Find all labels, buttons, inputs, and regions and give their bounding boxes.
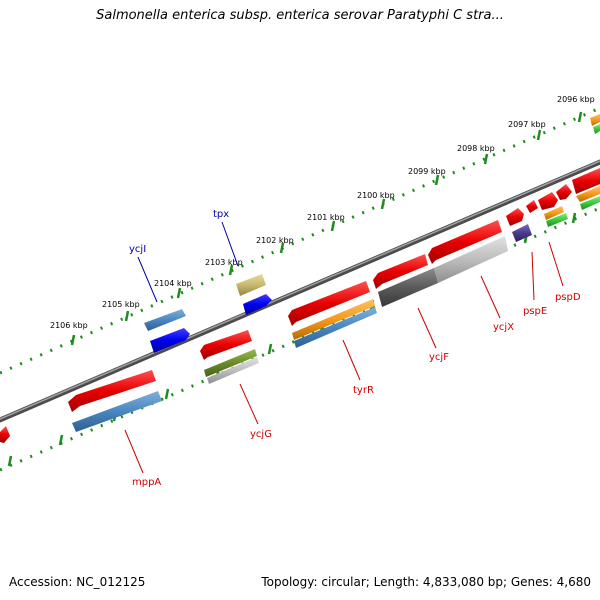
feature-green-top[interactable] xyxy=(593,124,600,134)
gene-labels: ycjI tpx mppA ycjG tyrR ycjF ycjX pspE p… xyxy=(129,209,581,488)
feature-cds-3[interactable] xyxy=(538,192,558,210)
feature-cds-1[interactable] xyxy=(506,208,524,226)
leader-ycjF xyxy=(417,307,437,349)
gene-label-tyrR: tyrR xyxy=(353,385,374,396)
label-leaders xyxy=(124,221,564,474)
kbp-label-2099: 2099 kbp xyxy=(408,167,446,176)
gene-label-ycjX: ycjX xyxy=(493,322,514,333)
leader-pspD xyxy=(548,241,564,287)
kbp-label-2098: 2098 kbp xyxy=(457,144,495,153)
kbp-label-2103: 2103 kbp xyxy=(205,258,243,267)
feature-pspD-orange[interactable] xyxy=(544,206,564,220)
gene-label-ycjI: ycjI xyxy=(129,244,146,255)
feature-ycjI-blue[interactable] xyxy=(150,328,190,353)
gene-label-ycjG: ycjG xyxy=(250,429,272,440)
feature-ycjF-dark[interactable] xyxy=(378,268,438,307)
feature-pspE[interactable] xyxy=(512,224,532,242)
leader-ycjG xyxy=(239,383,259,425)
feature-tyrR[interactable] xyxy=(288,281,370,326)
footer-summary: Topology: circular; Length: 4,833,080 bp… xyxy=(261,575,591,589)
feature-ycjF[interactable] xyxy=(373,254,428,289)
feature-cds-4[interactable] xyxy=(556,184,572,200)
feature-mppA[interactable] xyxy=(68,370,156,412)
leader-ycjX xyxy=(480,275,501,319)
inner-features[interactable] xyxy=(0,184,572,443)
kbp-label-2105: 2105 kbp xyxy=(102,300,140,309)
kbp-labels: 2096 kbp 2097 kbp 2098 kbp 2099 kbp 2100… xyxy=(50,95,595,330)
feature-tpx[interactable] xyxy=(236,274,266,296)
kbp-label-2104: 2104 kbp xyxy=(154,279,192,288)
feature-ycjI[interactable] xyxy=(144,309,186,331)
kbp-label-2101: 2101 kbp xyxy=(307,213,345,222)
leader-mppA xyxy=(124,429,144,474)
genome-backbone-highlight xyxy=(0,160,600,420)
feature-ycjX[interactable] xyxy=(428,220,502,264)
leader-tyrR xyxy=(342,339,361,381)
feature-ycjG-gray[interactable] xyxy=(207,357,259,384)
leader-ycjI xyxy=(137,256,158,303)
leader-pspE xyxy=(531,251,535,301)
feature-tpx-blue[interactable] xyxy=(243,294,272,315)
outer-features[interactable] xyxy=(144,114,600,353)
feature-orange-top[interactable] xyxy=(590,114,600,126)
kbp-label-2106: 2106 kbp xyxy=(50,321,88,330)
feature-cds-2[interactable] xyxy=(526,200,538,213)
leader-tpx xyxy=(221,221,239,267)
feature-green-edge[interactable] xyxy=(580,196,600,210)
feature-tyrR-blue[interactable] xyxy=(294,307,377,348)
gene-label-pspE: pspE xyxy=(523,306,547,317)
kbp-label-2097: 2097 kbp xyxy=(508,120,546,129)
feature-cds-edge[interactable] xyxy=(572,168,600,194)
feature-orange-edge[interactable] xyxy=(576,186,600,202)
footer-accession: Accession: NC_012125 xyxy=(9,575,146,589)
gene-label-mppA: mppA xyxy=(132,477,161,488)
kbp-label-2096: 2096 kbp xyxy=(557,95,595,104)
feature-ycjX-gray[interactable] xyxy=(434,236,508,283)
feature-ycjG[interactable] xyxy=(200,330,252,360)
feature-mppA-blue[interactable] xyxy=(72,391,162,432)
gene-label-tpx: tpx xyxy=(213,209,229,220)
kbp-label-2100: 2100 kbp xyxy=(357,191,395,200)
page-title: Salmonella enterica subsp. enterica sero… xyxy=(96,8,504,23)
feature-pspD-green[interactable] xyxy=(546,213,568,227)
genome-backbone xyxy=(0,159,600,423)
gene-label-pspD: pspD xyxy=(555,292,581,303)
outer-major-ticks xyxy=(70,111,583,346)
kbp-label-2102: 2102 kbp xyxy=(256,236,294,245)
feature-ycjG-olive[interactable] xyxy=(204,349,257,377)
feature-cds-left[interactable] xyxy=(0,426,10,443)
feature-tyrR-orange[interactable] xyxy=(292,299,375,340)
gene-label-ycjF: ycjF xyxy=(429,352,449,363)
